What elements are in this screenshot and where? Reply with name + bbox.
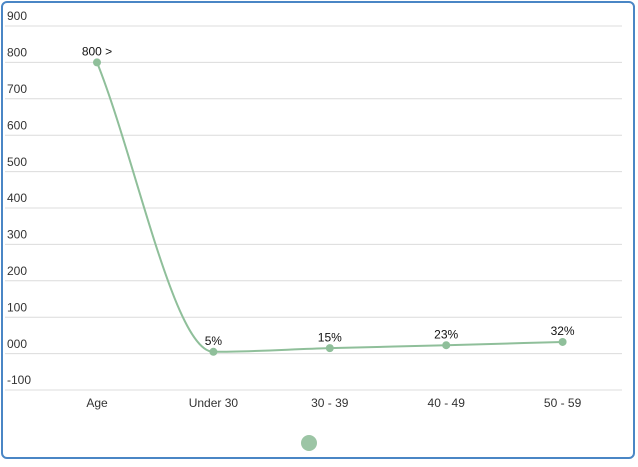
data-label: 800 > [82, 45, 112, 59]
data-label: 32% [551, 324, 575, 338]
point [209, 347, 218, 356]
y-tick-label: 100 [7, 300, 27, 314]
y-tick-label: 500 [7, 155, 27, 169]
point [325, 344, 334, 353]
point [93, 58, 101, 67]
point [558, 337, 567, 346]
data-label: 15% [318, 330, 342, 344]
y-tick-label: 000 [7, 337, 27, 351]
data-label: 5% [205, 334, 223, 348]
x-tick-label: Age [86, 396, 108, 410]
legend-marker [301, 435, 317, 451]
y-tick-label: 200 [7, 264, 27, 278]
y-tick-label: 900 [7, 9, 27, 23]
point [442, 341, 451, 350]
y-tick-label: 400 [7, 191, 27, 205]
y-tick-label: 800 [7, 46, 27, 60]
x-tick-label: 30 - 39 [311, 396, 349, 410]
y-tick-label: -100 [7, 373, 31, 387]
data-label: 23% [434, 327, 458, 341]
y-tick-label: 300 [7, 228, 27, 242]
x-tick-label: 50 - 59 [544, 396, 582, 410]
y-tick-label: 700 [7, 82, 27, 96]
x-tick-label: Under 30 [189, 396, 239, 410]
line [96, 62, 563, 353]
x-tick-label: 40 - 49 [428, 396, 466, 410]
y-tick-label: 600 [7, 118, 27, 132]
